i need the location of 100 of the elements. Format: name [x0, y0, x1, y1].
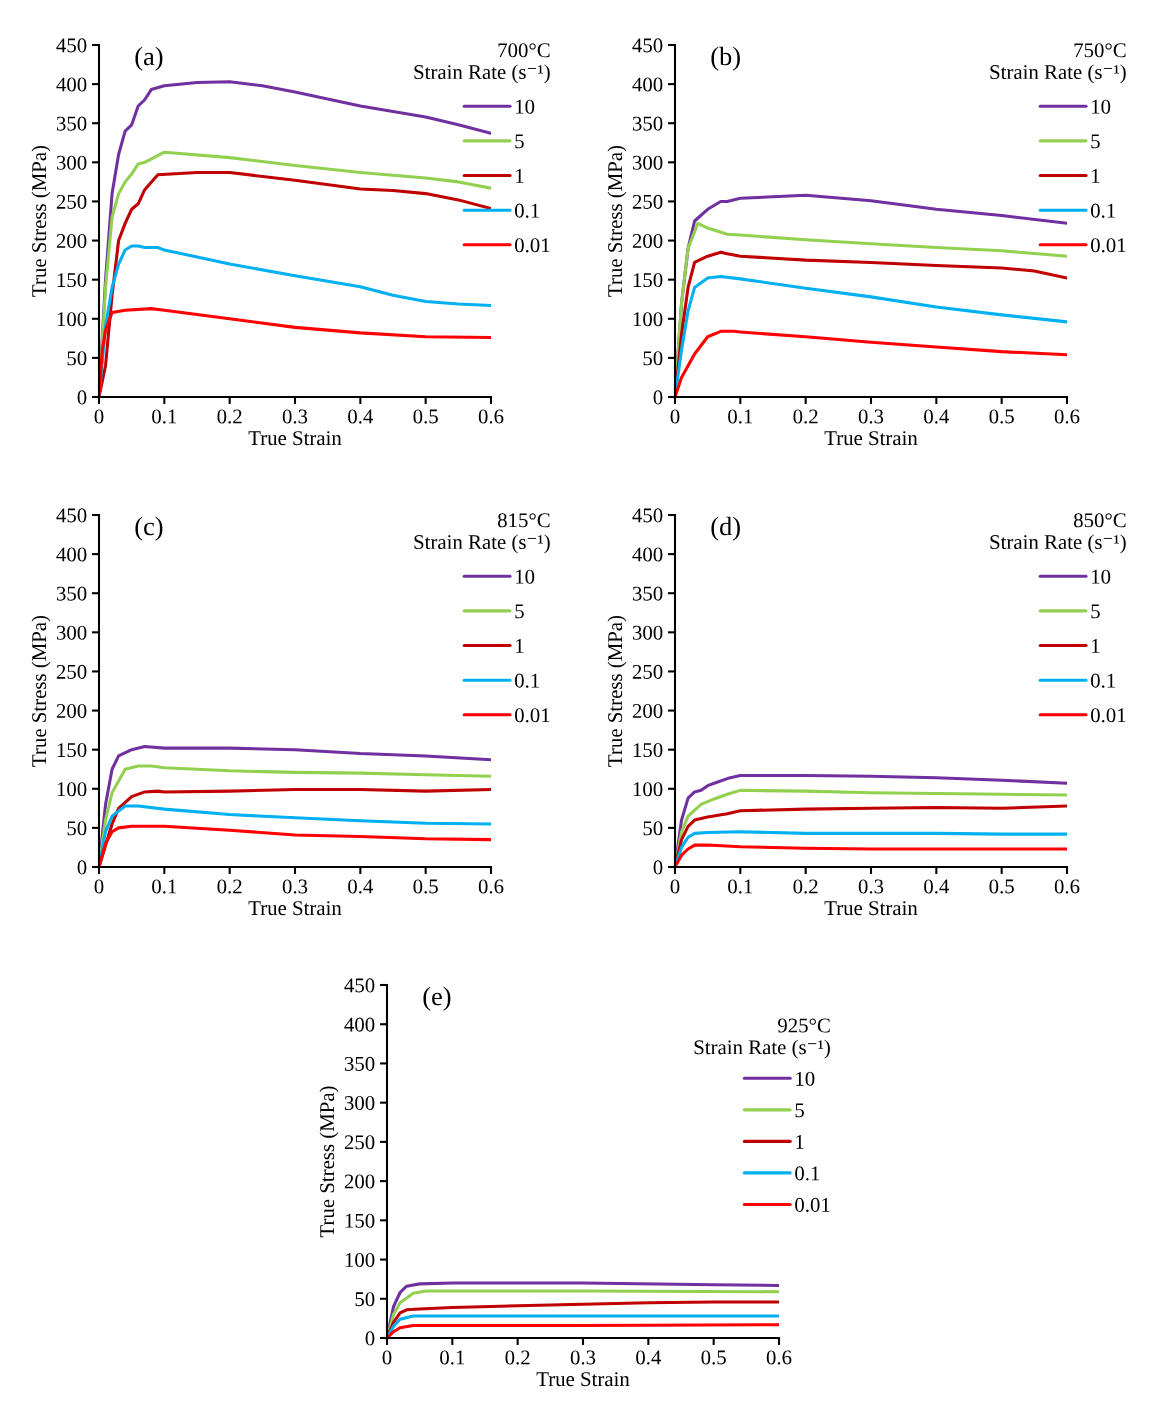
y-tick-label: 150: [633, 273, 663, 288]
y-tick-label: 200: [632, 233, 663, 248]
legend-label: 10: [1092, 569, 1111, 584]
y-tick-label: 400: [344, 1017, 375, 1032]
y-tick-label: 50: [67, 351, 87, 366]
y-tick-label: 0: [653, 390, 663, 405]
legend-label: 5: [515, 134, 524, 149]
legend-label: 10: [796, 1071, 815, 1086]
legend-label: 1: [516, 639, 524, 653]
legend-label: 10: [1092, 99, 1111, 114]
x-tick-label: 0: [670, 879, 680, 894]
y-tick-label: 0: [653, 860, 663, 875]
x-tick-label: 0.3: [858, 409, 884, 424]
y-tick-label: 100: [633, 312, 663, 327]
x-tick-label: 0.1: [440, 1350, 465, 1365]
x-tick-label: 0.6: [478, 879, 504, 894]
x-tick-label: 0.3: [858, 879, 884, 894]
x-tick-label: 0.3: [282, 879, 308, 894]
y-tick-label: 300: [344, 1096, 375, 1111]
legend-label: 0.01: [795, 1197, 830, 1213]
y-tick-label: 0: [365, 1331, 375, 1346]
legend-label: 0.1: [514, 673, 539, 688]
y-tick-label: 400: [632, 77, 663, 92]
x-tick-label: 0: [94, 879, 104, 894]
y-tick-label: 50: [355, 1292, 375, 1307]
x-tick-label: 0.1: [728, 409, 753, 424]
x-tick-label: 0: [382, 1350, 392, 1365]
legend-label: 0.1: [514, 203, 539, 218]
y-tick-label: 300: [56, 155, 87, 170]
x-tick-label: 0: [94, 409, 104, 424]
annotation: (d): [711, 516, 740, 541]
legend-label: 5: [1091, 134, 1100, 149]
y-tick-label: 150: [57, 743, 87, 758]
x-axis-title: True Strain: [824, 901, 918, 916]
x-tick-label: 0.6: [1054, 409, 1080, 424]
x-tick-label: 0.5: [413, 879, 438, 894]
legend-label: 1: [796, 1134, 804, 1149]
x-tick-label: 0.3: [282, 409, 308, 424]
y-tick-label: 400: [56, 547, 87, 562]
x-axis-title: True Strain: [824, 431, 918, 446]
annotation: (b): [711, 46, 740, 71]
y-tick-label: 150: [633, 743, 663, 758]
x-tick-label: 0.1: [152, 409, 177, 424]
x-tick-label: 0.4: [636, 1350, 662, 1365]
legend-label: 5: [515, 604, 524, 619]
annotation: (a): [135, 46, 163, 71]
legend-label: 5: [1091, 604, 1100, 619]
x-tick-label: 0.1: [728, 879, 753, 894]
legend-label: 0.1: [795, 1166, 820, 1181]
legend-label: 1: [516, 169, 524, 183]
y-tick-label: 200: [632, 703, 663, 718]
x-tick-label: 0.4: [348, 409, 374, 424]
y-tick-label: 50: [643, 351, 663, 366]
x-tick-label: 0.5: [413, 409, 438, 424]
x-tick-label: 0.2: [217, 409, 242, 424]
legend-title: 700°C Strain Rate (s⁻¹): [414, 43, 550, 84]
x-tick-label: 0.4: [924, 409, 950, 424]
x-tick-label: 0.4: [348, 879, 374, 894]
y-tick-label: 150: [57, 273, 87, 288]
y-tick-label: 100: [57, 312, 87, 327]
x-tick-label: 0.2: [793, 879, 818, 894]
legend-label: 0.01: [514, 708, 550, 723]
y-tick-label: 350: [56, 586, 87, 601]
y-tick-label: 450: [632, 38, 663, 53]
legend-title: 750°C Strain Rate (s⁻¹): [990, 43, 1126, 84]
y-tick-label: 0: [77, 390, 87, 405]
x-tick-label: 0.2: [505, 1350, 530, 1365]
legend-label: 0.01: [514, 238, 550, 253]
y-tick-label: 450: [56, 508, 87, 523]
legend-title: 850°C Strain Rate (s⁻¹): [990, 513, 1126, 554]
y-tick-label: 100: [345, 1252, 375, 1267]
y-tick-label: 150: [345, 1213, 375, 1228]
y-tick-label: 100: [57, 782, 87, 797]
y-tick-label: 50: [643, 821, 663, 836]
legend-label: 1: [1092, 639, 1100, 653]
legend-label: 0.1: [1090, 203, 1115, 218]
x-tick-label: 0.5: [701, 1350, 726, 1365]
x-tick-label: 0: [670, 409, 680, 424]
annotation: (e): [423, 986, 451, 1011]
x-axis-title: True Strain: [248, 431, 342, 446]
y-axis-title: True Stress (MPa): [319, 1086, 339, 1238]
y-tick-label: 250: [632, 664, 663, 679]
x-tick-label: 0.2: [793, 409, 818, 424]
y-axis-title: True Stress (MPa): [607, 615, 627, 767]
y-tick-label: 200: [344, 1174, 375, 1189]
x-tick-label: 0.5: [989, 879, 1014, 894]
y-axis-title: True Stress (MPa): [31, 145, 51, 297]
y-tick-label: 350: [632, 586, 663, 601]
y-tick-label: 350: [56, 116, 87, 131]
x-tick-label: 0.6: [766, 1350, 792, 1365]
legend-title: 925°C Strain Rate (s⁻¹): [694, 1018, 830, 1059]
y-tick-label: 350: [344, 1056, 375, 1071]
legend-label: 0.1: [1090, 673, 1115, 688]
x-tick-label: 0.2: [217, 879, 242, 894]
x-tick-label: 0.3: [570, 1350, 596, 1365]
y-tick-label: 100: [633, 782, 663, 797]
y-tick-label: 450: [632, 508, 663, 523]
legend-label: 0.01: [1090, 238, 1126, 253]
y-tick-label: 250: [56, 194, 87, 209]
y-tick-label: 350: [632, 116, 663, 131]
